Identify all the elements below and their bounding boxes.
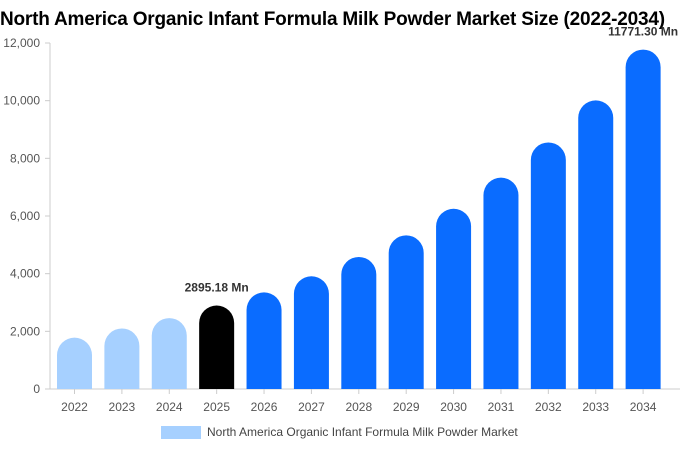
bar-2030 xyxy=(436,208,472,389)
bar-2022 xyxy=(57,337,92,389)
x-tick-label: 2024 xyxy=(156,400,183,414)
x-tick-label: 2028 xyxy=(345,400,372,414)
bar-2028 xyxy=(341,256,377,389)
x-tick-label: 2025 xyxy=(203,400,230,414)
y-axis: 0 2,000 4,000 6,000 8,000 10,000 12,000 xyxy=(3,36,51,396)
legend-label: North America Organic Infant Formula Mil… xyxy=(207,425,518,439)
x-tick-label: 2029 xyxy=(393,400,420,414)
y-tick-label: 2,000 xyxy=(10,324,40,338)
y-tick-label: 10,000 xyxy=(3,94,40,108)
y-tick-label: 8,000 xyxy=(10,151,40,165)
y-tick-label: 6,000 xyxy=(10,209,40,223)
y-tick-label: 4,000 xyxy=(10,267,40,281)
x-tick-label: 2033 xyxy=(582,400,609,414)
data-label-2025: 2895.18 Mn xyxy=(185,281,249,295)
x-tick-label: 2022 xyxy=(61,400,88,414)
x-tick-label: 2027 xyxy=(298,400,325,414)
x-axis: 2022 2023 2024 2025 2026 2027 2028 2029 2030 2031… xyxy=(50,388,680,414)
bar-2026 xyxy=(246,292,282,389)
bar-2029 xyxy=(388,235,424,389)
bar-2033 xyxy=(578,100,614,390)
y-tick-label: 0 xyxy=(33,382,40,396)
bar-2031 xyxy=(483,177,519,389)
bar-2025 xyxy=(199,305,235,389)
y-tick-label: 12,000 xyxy=(3,36,40,50)
x-tick-label: 2030 xyxy=(440,400,467,414)
bars-group xyxy=(57,49,661,390)
data-label-2034: 11771.30 Mn xyxy=(608,25,678,39)
bar-2034 xyxy=(625,49,661,390)
bar-2027 xyxy=(293,276,329,389)
x-tick-label: 2026 xyxy=(251,400,278,414)
chart-title: North America Organic Infant Formula Mil… xyxy=(0,9,665,30)
legend-swatch xyxy=(161,425,201,439)
legend: North America Organic Infant Formula Mil… xyxy=(161,425,518,439)
data-labels-group: 2895.18 Mn 11771.30 Mn xyxy=(185,25,679,295)
x-tick-label: 2023 xyxy=(109,400,136,414)
x-tick-label: 2031 xyxy=(488,400,515,414)
x-tick-label: 2034 xyxy=(630,400,657,414)
bar-2032 xyxy=(530,142,566,389)
x-tick-label: 2032 xyxy=(535,400,562,414)
bar-2024 xyxy=(151,318,187,389)
bar-2023 xyxy=(104,328,140,389)
